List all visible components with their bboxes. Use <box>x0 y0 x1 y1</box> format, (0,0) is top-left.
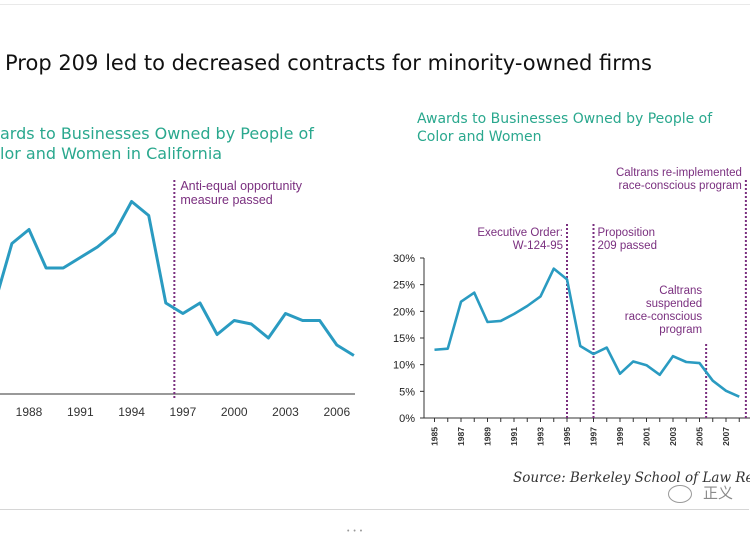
left-x-tick-label: 1991 <box>67 405 94 419</box>
watermark-text: 正义 <box>703 485 734 502</box>
left-series-line <box>0 200 355 357</box>
right-annotation-label: Caltrans <box>659 285 702 297</box>
right-x-tick-label: 1993 <box>536 427 546 446</box>
right-y-tick-label: 15% <box>393 333 415 345</box>
right-annotation-label: program <box>659 324 702 336</box>
right-y-tick-label: 10% <box>393 360 415 372</box>
slide-title: Prop 209 led to decreased contracts for … <box>5 51 652 75</box>
left-chart-title-line-1: ards to Businesses Owned by People of <box>0 124 314 143</box>
right-x-tick-label: 2001 <box>642 427 652 446</box>
right-annotation-label: race-conscious program <box>619 180 742 192</box>
right-annotation-label: Executive Order: <box>477 227 563 239</box>
right-annotation-label: Caltrans re-implemented <box>616 167 742 179</box>
wechat-logo-icon <box>668 485 692 503</box>
right-x-tick-label: 2007 <box>721 427 731 446</box>
right-y-tick-label: 25% <box>393 280 415 292</box>
left-x-tick-label: 2006 <box>323 405 350 419</box>
left-annotation-label: measure passed <box>180 193 272 207</box>
left-chart-title: ards to Businesses Owned by People of lo… <box>0 124 314 165</box>
right-chart-title-line-2: Color and Women <box>417 128 542 145</box>
right-y-tick-label: 20% <box>393 306 415 318</box>
right-annotation-label: 209 passed <box>598 240 657 252</box>
right-x-tick-label: 1991 <box>509 427 519 446</box>
right-x-tick-label: 1987 <box>456 427 466 446</box>
right-series-line <box>434 267 740 398</box>
right-chart-title-line-1: Awards to Businesses Owned by People of <box>417 111 713 127</box>
right-x-tick-label: 1997 <box>589 427 599 446</box>
left-chart-title-line-2: lor and Women in California <box>0 144 223 164</box>
right-chart-title: Awards to Businesses Owned by People of … <box>417 111 712 147</box>
right-annotation-label: suspended <box>646 298 702 310</box>
left-x-tick-label: 2000 <box>221 405 248 419</box>
right-annotation-label: race-conscious <box>625 311 703 323</box>
left-annotation-label: Anti-equal opportunity <box>180 179 302 193</box>
right-x-tick-label: 1999 <box>615 427 625 446</box>
top-divider <box>0 4 750 5</box>
left-x-tick-label: 1988 <box>16 405 43 419</box>
right-x-tick-label: 2005 <box>695 427 705 446</box>
right-x-tick-label: 1995 <box>562 427 572 446</box>
pager-dots[interactable]: • • • <box>347 528 364 535</box>
right-annotation-label: Proposition <box>598 227 656 239</box>
right-y-tick-label: 0% <box>399 413 415 425</box>
source-note: Source: Berkeley School of Law Report <box>513 470 750 486</box>
left-x-tick-label: 1994 <box>118 405 145 419</box>
slide-border <box>0 6 749 510</box>
right-y-tick-label: 5% <box>399 386 415 398</box>
right-x-tick-label: 1989 <box>483 427 493 446</box>
right-x-tick-label: 2003 <box>668 427 678 446</box>
right-annotation-label: W-124-95 <box>513 240 563 252</box>
right-y-tick-label: 30% <box>393 253 415 265</box>
left-x-tick-label: 1997 <box>170 405 197 419</box>
left-x-tick-label: 2003 <box>272 405 299 419</box>
right-x-tick-label: 1985 <box>430 427 440 446</box>
